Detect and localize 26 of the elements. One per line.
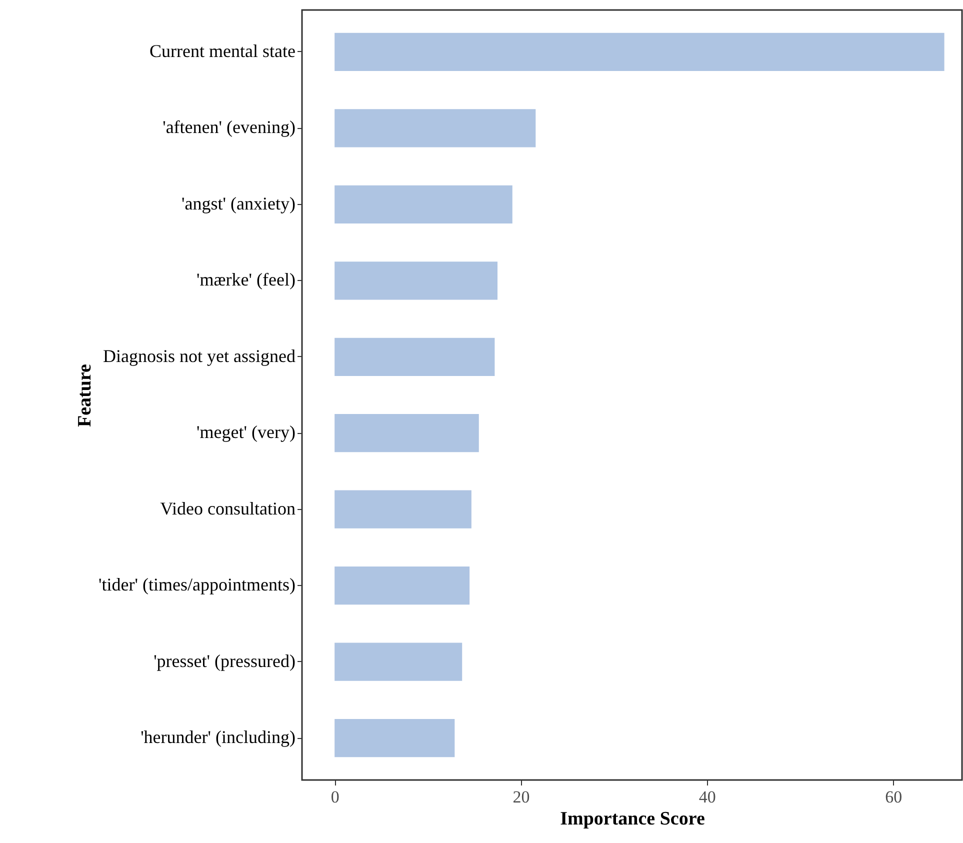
- bar: [334, 338, 495, 376]
- bar: [334, 719, 455, 758]
- y-tick-label: 'presset' (pressured): [154, 650, 296, 671]
- bar: [334, 566, 470, 605]
- x-tick-label: 20: [512, 788, 530, 806]
- y-tick-label: 'herunder' (including): [140, 727, 296, 748]
- y-tick-label: 'aftenen' (evening): [162, 117, 296, 138]
- bar: [334, 642, 462, 681]
- x-axis-title: Importance Score: [560, 808, 705, 830]
- bar: [334, 262, 498, 300]
- bar: [334, 490, 472, 528]
- bar: [334, 32, 944, 71]
- x-tick-label: 60: [885, 788, 902, 806]
- bar: [334, 414, 479, 452]
- y-tick-label: 'meget' (very): [196, 422, 296, 442]
- y-tick-label: 'mærke' (feel): [196, 270, 296, 290]
- y-axis-title: Feature: [74, 364, 96, 427]
- bar: [334, 109, 536, 148]
- y-tick-label: 'tider' (times/appointments): [98, 574, 296, 595]
- y-tick-label: 'angst' (anxiety): [182, 193, 296, 214]
- x-tick-label: 0: [330, 788, 340, 806]
- x-tick-label: 40: [698, 788, 716, 806]
- y-tick-label: Video consultation: [160, 498, 296, 518]
- y-tick-label: Diagnosis not yet assigned: [103, 346, 296, 366]
- bar: [334, 185, 512, 224]
- y-tick-label: Current mental state: [150, 40, 296, 61]
